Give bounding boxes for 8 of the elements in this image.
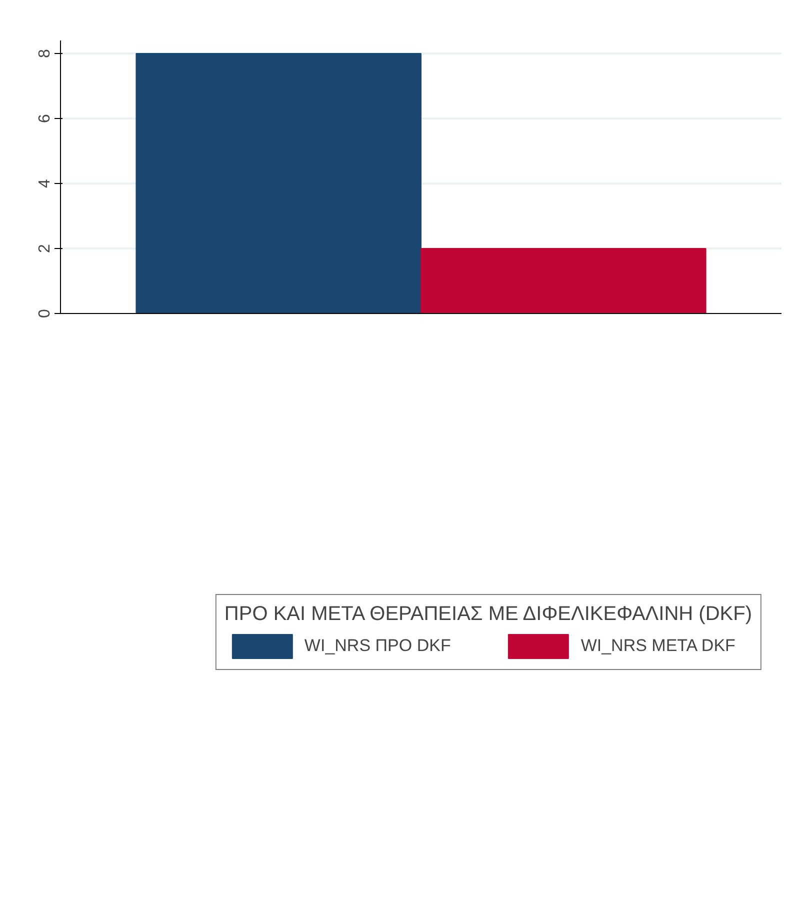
y-tick-label: 8 <box>36 48 54 58</box>
y-tick-label: 6 <box>36 114 54 123</box>
y-tick-label: 2 <box>36 244 54 253</box>
legend-label: WI_NRS ΠΡΟ DKF <box>304 636 451 656</box>
legend-title: ΠΡΟ ΚΑΙ ΜΕΤΑ ΘΕΡΑΠΕΙΑΣ ΜΕ ΔΙΦΕΛΙΚΕΦΑΛΙΝΗ (DKF) <box>224 603 752 626</box>
y-tick-label: 4 <box>36 178 54 188</box>
legend-label: WI_NRS ΜΕΤΑ DKF <box>580 636 736 656</box>
y-tick-label: 0 <box>36 308 54 318</box>
